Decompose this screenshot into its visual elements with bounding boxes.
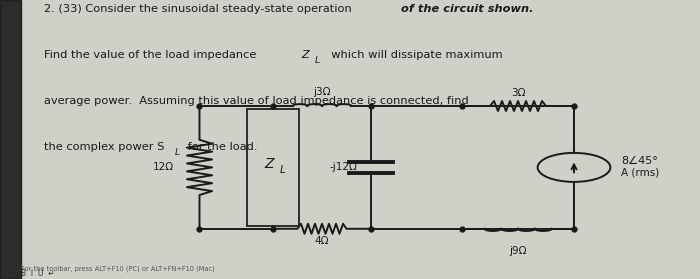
Text: j9Ω: j9Ω: [510, 246, 526, 256]
Text: the complex power S: the complex power S: [44, 142, 164, 152]
Bar: [0, 0, 21, 279]
Text: L: L: [175, 148, 180, 157]
Text: Z: Z: [302, 50, 309, 60]
Text: Z: Z: [265, 157, 274, 171]
Text: 8∠45°: 8∠45°: [621, 156, 658, 166]
Text: B  I  U  ↵: B I U ↵: [21, 269, 55, 278]
Text: which will dissipate maximum: which will dissipate maximum: [324, 50, 503, 60]
Text: A (rms): A (rms): [621, 168, 659, 178]
Text: of the circuit shown.: of the circuit shown.: [401, 4, 533, 14]
Text: average power.  Assuming this value of load impedance is connected, find: average power. Assuming this value of lo…: [44, 96, 469, 106]
Text: -j12Ω: -j12Ω: [329, 162, 357, 172]
Text: 12Ω: 12Ω: [153, 162, 174, 172]
Text: L: L: [314, 56, 319, 65]
Text: L: L: [279, 165, 285, 175]
Text: 3Ω: 3Ω: [511, 88, 525, 98]
Text: 4Ω: 4Ω: [315, 235, 329, 246]
Text: For the toolbar, press ALT+F10 (PC) or ALT+FN+F10 (Mac): For the toolbar, press ALT+F10 (PC) or A…: [21, 266, 215, 272]
Text: j3Ω: j3Ω: [314, 87, 330, 97]
Text: Find the value of the load impedance: Find the value of the load impedance: [44, 50, 260, 60]
Text: for the load.: for the load.: [184, 142, 258, 152]
Text: 2. (33) Consider the sinusoidal steady-state operation: 2. (33) Consider the sinusoidal steady-s…: [44, 4, 356, 14]
